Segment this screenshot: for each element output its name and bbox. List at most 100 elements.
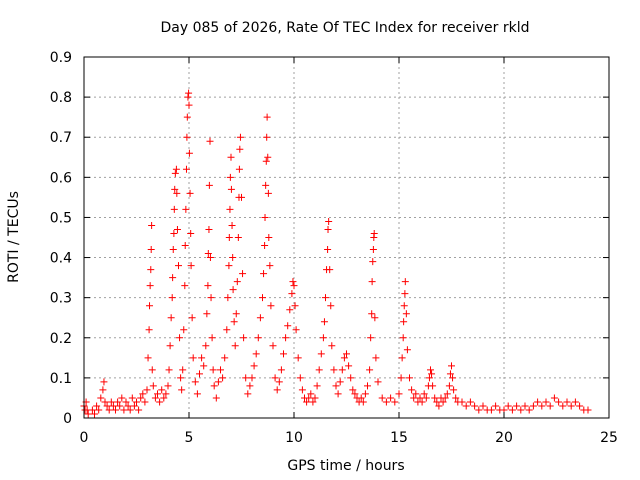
data-point xyxy=(290,282,298,290)
data-point xyxy=(534,398,542,406)
data-point xyxy=(178,386,186,394)
data-point xyxy=(263,133,271,141)
data-point xyxy=(118,394,126,402)
data-point xyxy=(422,394,430,402)
data-point xyxy=(319,334,327,342)
data-point xyxy=(517,406,525,414)
data-point xyxy=(357,394,365,402)
data-point xyxy=(367,334,375,342)
data-point xyxy=(317,350,325,358)
data-point xyxy=(105,406,113,414)
data-point xyxy=(183,113,191,121)
data-point xyxy=(186,189,194,197)
data-point xyxy=(286,306,294,314)
data-point xyxy=(148,221,156,229)
data-point xyxy=(402,310,410,318)
data-point xyxy=(207,294,215,302)
data-point xyxy=(182,205,190,213)
data-point xyxy=(576,402,584,410)
data-point xyxy=(298,386,306,394)
data-point xyxy=(428,370,436,378)
data-point xyxy=(378,394,386,402)
data-point xyxy=(212,394,220,402)
data-point xyxy=(248,374,256,382)
x-tick-label: 20 xyxy=(495,430,513,446)
data-point xyxy=(324,225,332,233)
x-tick-label: 15 xyxy=(390,430,408,446)
data-point xyxy=(133,398,140,406)
data-point xyxy=(170,205,178,213)
data-point xyxy=(267,302,275,310)
data-point xyxy=(189,354,197,362)
data-point xyxy=(261,242,269,250)
data-point xyxy=(187,262,195,270)
data-point xyxy=(466,398,474,406)
data-point xyxy=(169,274,177,282)
data-point xyxy=(471,402,479,410)
data-point xyxy=(176,334,184,342)
data-point xyxy=(162,390,170,398)
data-point xyxy=(158,386,166,394)
data-point xyxy=(209,366,217,374)
data-point xyxy=(559,402,567,410)
data-point xyxy=(369,258,377,266)
data-point xyxy=(369,246,377,254)
data-point xyxy=(114,398,122,406)
data-point xyxy=(183,133,191,141)
data-point xyxy=(135,406,143,414)
data-point xyxy=(169,246,177,254)
data-point xyxy=(269,342,277,350)
data-point xyxy=(171,169,179,177)
x-tick-labels: 0 5 10 15 20 25 xyxy=(80,430,618,446)
data-point xyxy=(226,173,234,181)
data-point xyxy=(311,394,319,402)
data-point xyxy=(288,290,296,298)
data-point xyxy=(126,406,134,414)
data-point xyxy=(256,314,264,322)
y-tick-label: 0.7 xyxy=(50,130,72,146)
data-point xyxy=(508,406,516,414)
data-point xyxy=(141,398,149,406)
data-point xyxy=(149,382,157,390)
data-point xyxy=(372,354,380,362)
data-point xyxy=(84,410,92,418)
y-tick-label: 0.3 xyxy=(50,291,72,307)
data-point xyxy=(400,302,408,310)
data-point xyxy=(252,350,260,358)
data-point xyxy=(351,390,359,398)
data-point xyxy=(100,378,108,386)
data-point xyxy=(234,234,242,241)
data-point xyxy=(538,402,546,410)
data-point xyxy=(429,382,437,390)
data-point xyxy=(229,286,237,294)
data-point xyxy=(325,217,333,225)
data-point xyxy=(240,334,248,342)
grid-layer xyxy=(84,57,609,418)
data-point xyxy=(260,270,268,278)
data-point xyxy=(88,406,96,414)
data-point xyxy=(120,406,128,414)
data-point xyxy=(332,382,340,390)
data-point xyxy=(504,402,512,410)
data-point xyxy=(221,354,229,362)
data-point xyxy=(91,410,98,418)
data-point xyxy=(525,406,533,414)
data-point xyxy=(231,342,239,350)
data-point xyxy=(326,266,334,274)
data-point xyxy=(492,402,500,410)
data-point xyxy=(230,318,238,326)
data-point xyxy=(487,406,495,414)
data-point xyxy=(479,402,487,410)
data-point xyxy=(208,334,216,342)
data-point xyxy=(401,278,409,286)
data-point xyxy=(147,246,155,254)
data-point xyxy=(225,262,233,270)
data-point xyxy=(401,290,409,298)
x-tick-label: 0 xyxy=(80,430,89,446)
data-point xyxy=(181,242,189,250)
data-point xyxy=(166,342,174,350)
data-point xyxy=(322,294,329,302)
data-point xyxy=(343,350,350,358)
data-point xyxy=(145,326,153,334)
data-point xyxy=(239,270,247,278)
